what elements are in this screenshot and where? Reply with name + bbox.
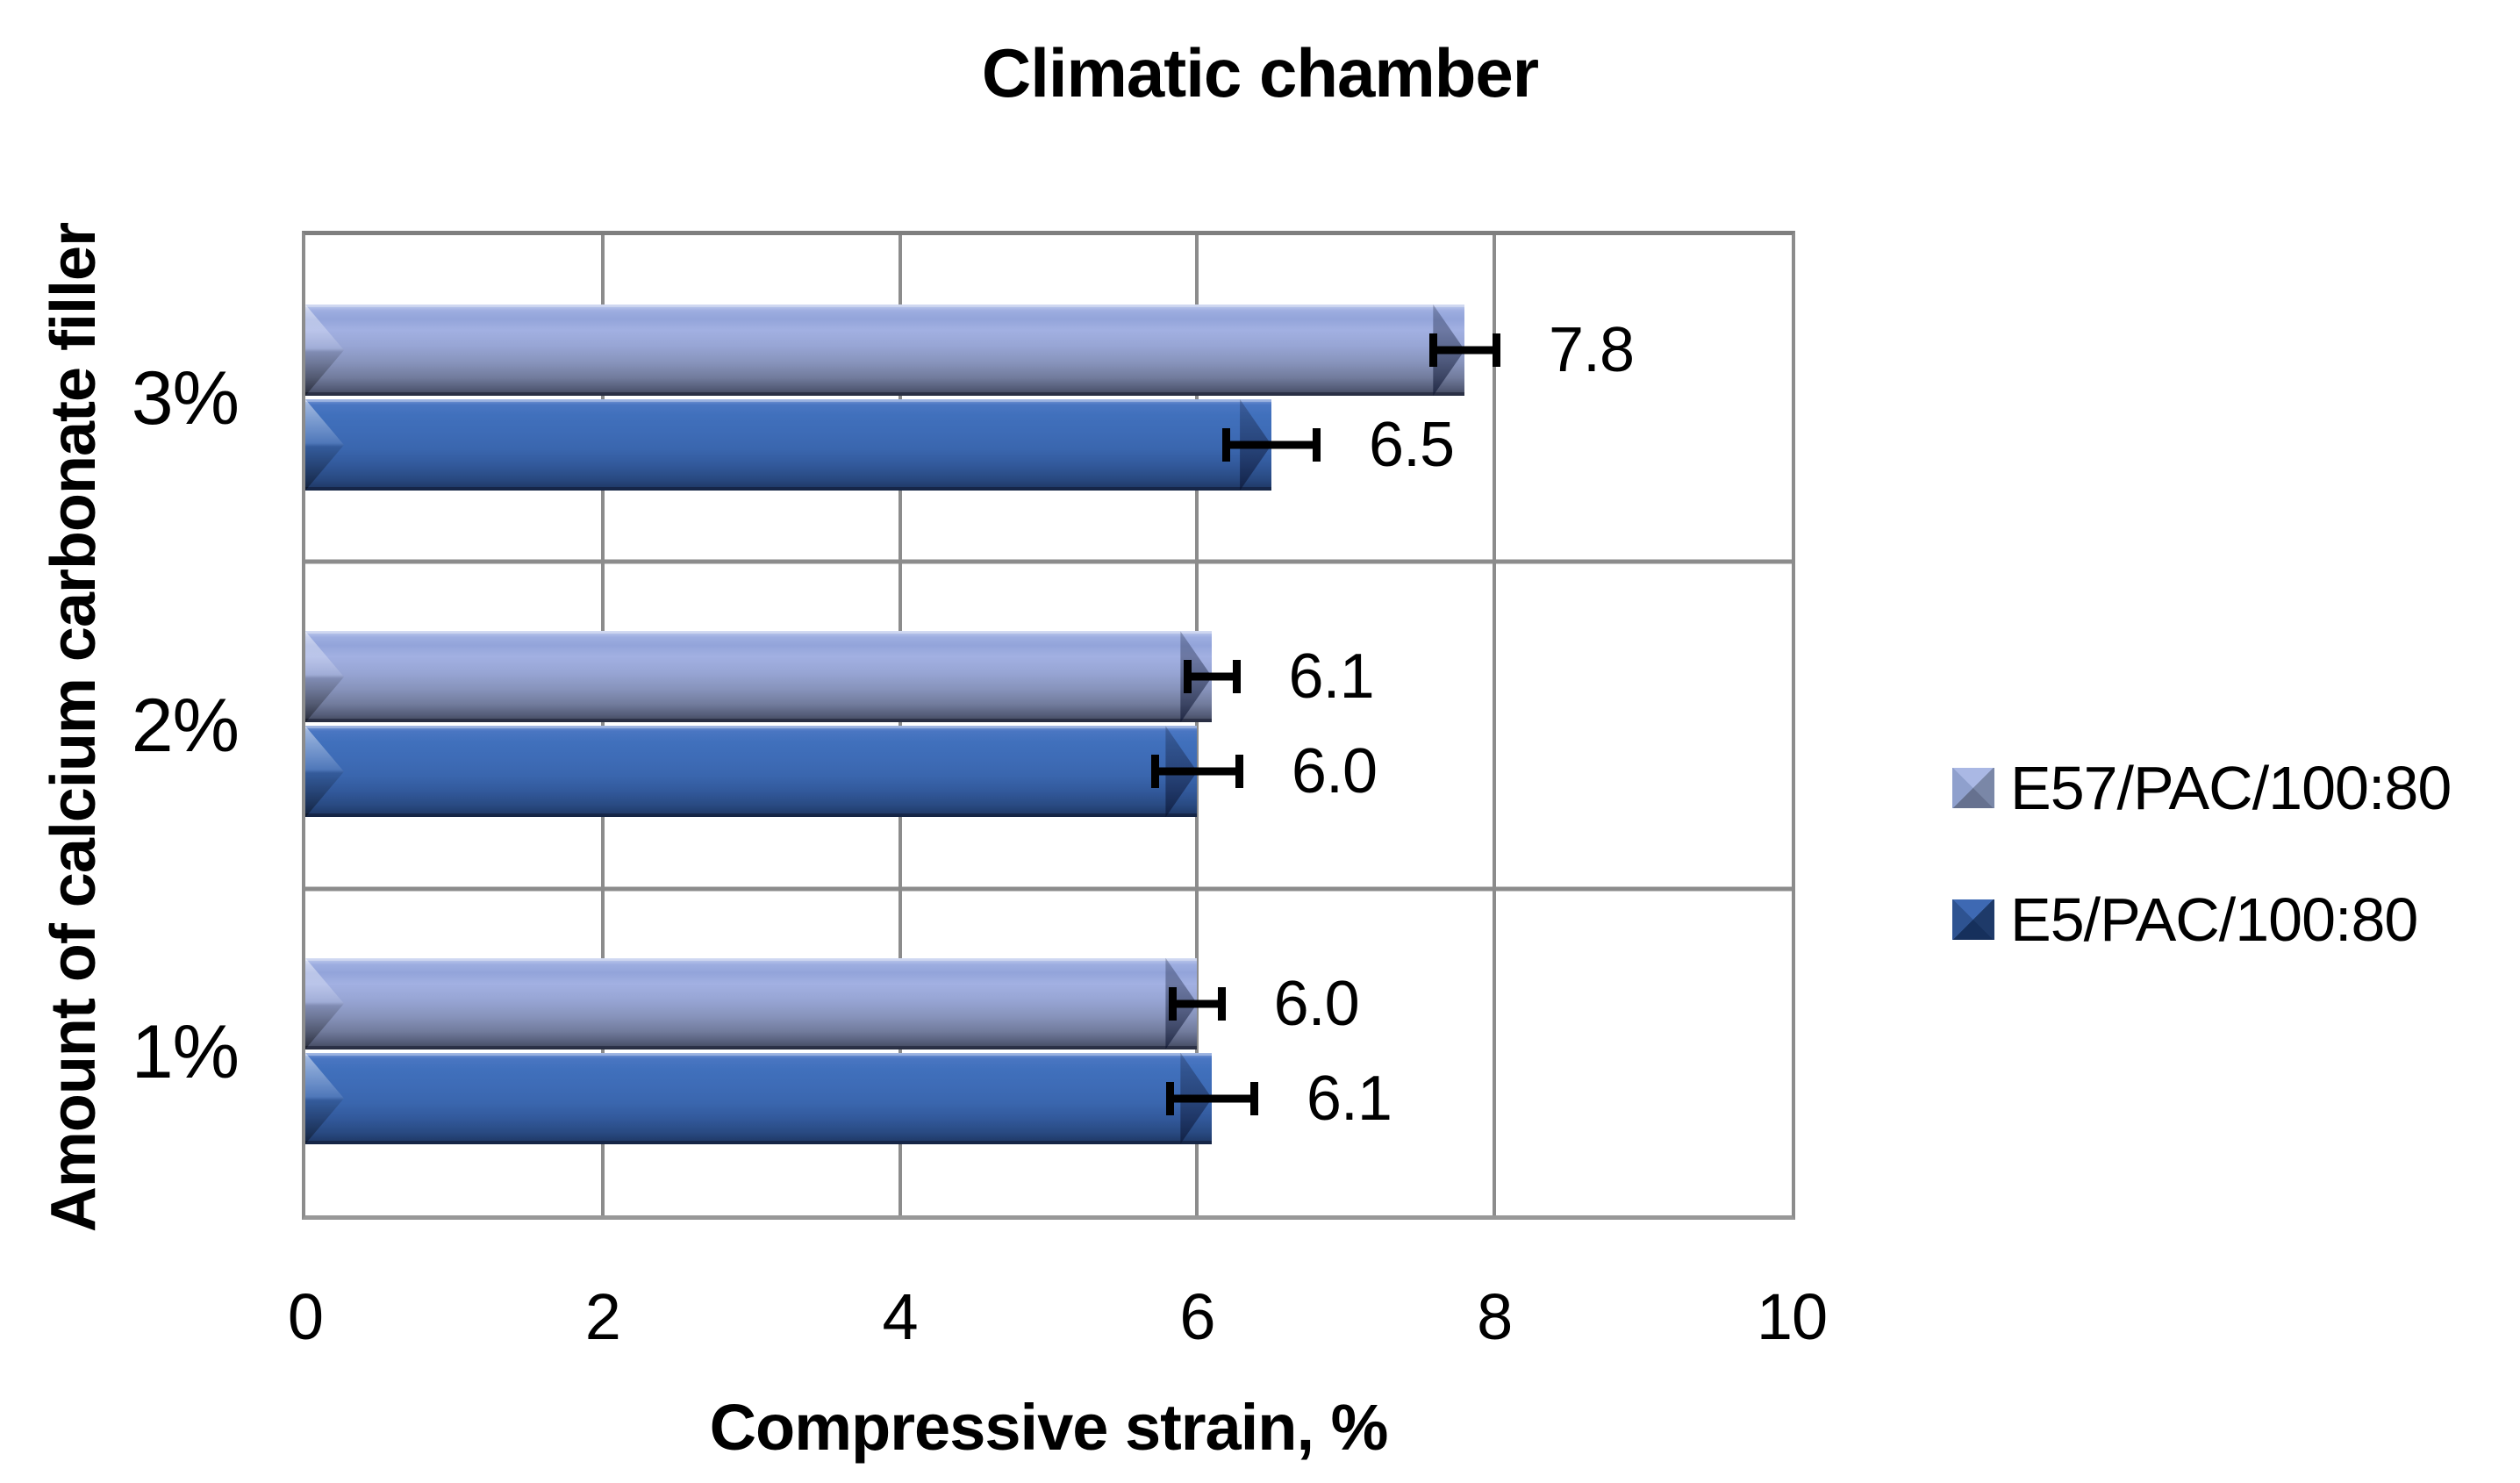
legend-item-series1: E57/PAC/100:80 bbox=[1952, 753, 2452, 823]
x-tick-6: 6 bbox=[1179, 1280, 1215, 1353]
legend-item-series2: E5/PAC/100:80 bbox=[1952, 885, 2418, 955]
legend-label-series2: E5/PAC/100:80 bbox=[2010, 885, 2418, 954]
legend-label-series1: E57/PAC/100:80 bbox=[2010, 754, 2452, 822]
bar-series1-1% bbox=[305, 957, 1198, 1050]
category-axis-labels: 3% 2% 1% bbox=[0, 0, 240, 1483]
bar-series1-2% bbox=[305, 631, 1213, 723]
x-tick-4: 4 bbox=[882, 1280, 919, 1353]
legend-swatch-series2-icon bbox=[1952, 899, 1994, 940]
error-bar-series1-1% bbox=[1169, 986, 1226, 1021]
value-label-series2-3%: 6.5 bbox=[1369, 410, 1455, 480]
legend: E57/PAC/100:80 E5/PAC/100:80 bbox=[1952, 0, 2514, 1483]
value-label-series2-2%: 6.0 bbox=[1291, 736, 1378, 807]
plot-area: 7.8 6.5 6.1 6.0 6.0 6.1 bbox=[302, 231, 1795, 1220]
band-divider-2 bbox=[305, 886, 1792, 892]
error-bar-series1-2% bbox=[1184, 660, 1241, 694]
band-divider-1 bbox=[305, 559, 1792, 564]
value-label-series1-2%: 6.1 bbox=[1288, 641, 1375, 713]
error-bar-series2-2% bbox=[1150, 755, 1243, 789]
category-label-1%: 1% bbox=[131, 1009, 240, 1094]
chart-title: Climatic chamber bbox=[981, 34, 1539, 111]
bar-series2-2% bbox=[305, 726, 1198, 818]
value-label-series2-1%: 6.1 bbox=[1306, 1063, 1392, 1134]
x-axis-tick-labels: 0 2 4 6 8 10 bbox=[288, 1279, 1828, 1363]
bar-series2-1% bbox=[305, 1052, 1213, 1144]
gridline-x-6 bbox=[1195, 235, 1199, 1215]
legend-swatch-series1-icon bbox=[1952, 768, 1994, 808]
error-bar-series2-1% bbox=[1165, 1081, 1258, 1115]
bar-series2-3% bbox=[305, 399, 1272, 491]
x-axis-title: Compressive strain, % bbox=[709, 1391, 1389, 1464]
x-tick-10: 10 bbox=[1756, 1280, 1828, 1353]
value-label-series1-3%: 7.8 bbox=[1548, 315, 1635, 385]
value-label-series1-1%: 6.0 bbox=[1273, 968, 1360, 1039]
gridline-x-8 bbox=[1493, 235, 1497, 1215]
error-bar-series1-3% bbox=[1428, 333, 1500, 367]
x-tick-0: 0 bbox=[287, 1280, 324, 1353]
error-bar-series2-3% bbox=[1222, 428, 1321, 462]
category-label-2%: 2% bbox=[131, 683, 240, 768]
category-label-3%: 3% bbox=[131, 356, 240, 441]
x-tick-8: 8 bbox=[1477, 1280, 1513, 1353]
x-tick-2: 2 bbox=[584, 1280, 621, 1353]
bar-series1-3% bbox=[305, 304, 1465, 396]
